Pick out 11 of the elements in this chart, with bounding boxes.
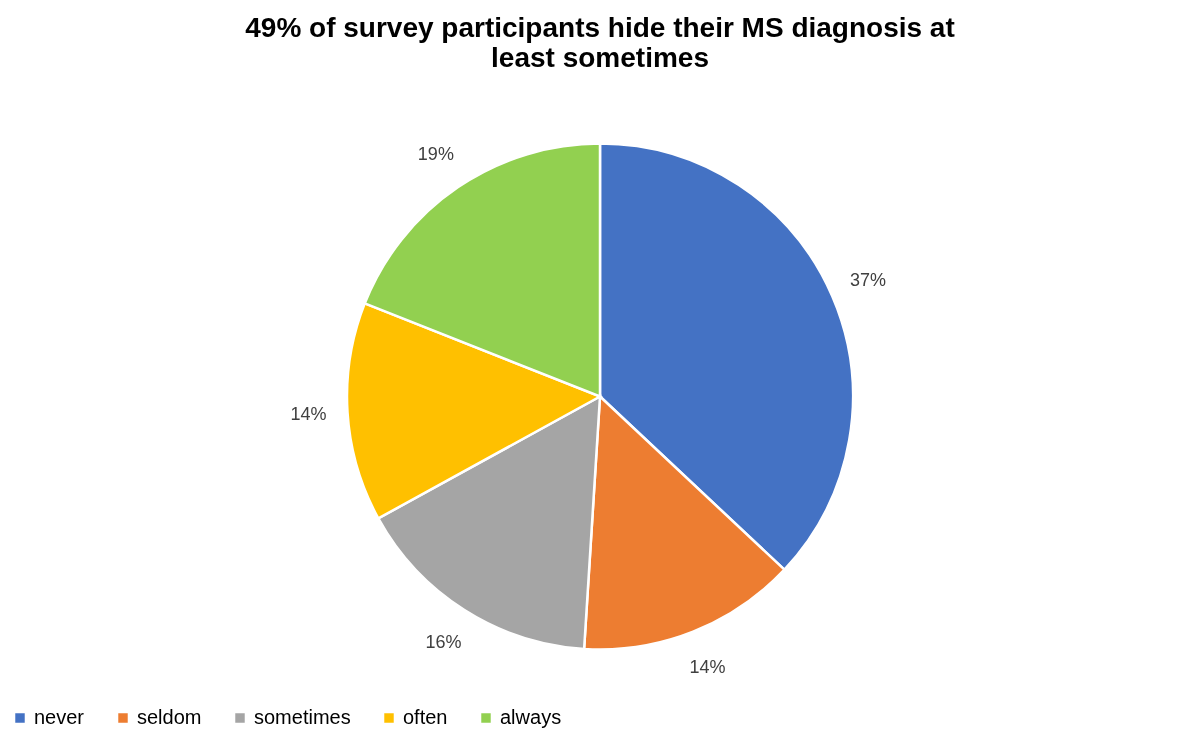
data-label: 14% xyxy=(689,656,726,677)
legend-label: seldom xyxy=(137,706,202,728)
legend-label: never xyxy=(34,706,85,728)
chart-title: 49% of survey participants hide their MS diagnosis at least sometimes xyxy=(245,12,955,73)
legend-label: often xyxy=(403,706,448,728)
data-label: 37% xyxy=(849,269,886,290)
legend-label: always xyxy=(500,706,562,728)
legend-label: sometimes xyxy=(254,706,351,728)
data-label: 16% xyxy=(425,632,462,653)
data-label: 14% xyxy=(290,403,327,424)
data-label: 19% xyxy=(417,143,454,164)
